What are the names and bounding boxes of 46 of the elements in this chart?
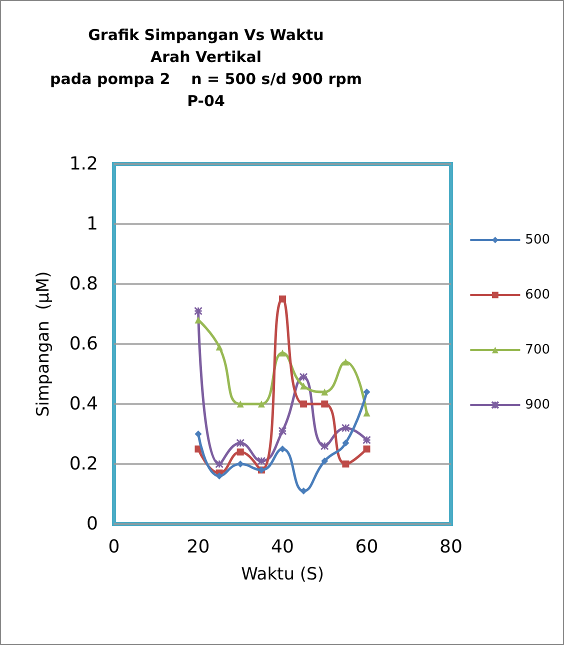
point <box>236 400 244 408</box>
point <box>300 382 308 390</box>
point <box>321 458 328 464</box>
x-tick-label: 20 <box>186 536 210 558</box>
point <box>342 460 350 468</box>
point <box>236 438 245 448</box>
y-axis-title: Simpangan (µM) <box>34 271 54 417</box>
point <box>236 448 244 456</box>
y-tick-label: 1 <box>86 214 98 234</box>
point <box>341 424 350 432</box>
point <box>279 296 286 302</box>
legend-label: 900 <box>525 398 550 412</box>
point <box>300 488 308 494</box>
point <box>258 400 265 408</box>
point <box>363 446 370 452</box>
point <box>279 446 286 452</box>
x-tick-label: 80 <box>440 536 462 558</box>
point <box>279 350 286 356</box>
chart-title: Grafik Simpangan Vs Waktu Arah Vertikal pada pompa 2 n = 500 s/d 900 rpm P-04 <box>50 26 362 110</box>
point <box>215 460 224 468</box>
point <box>216 472 223 480</box>
y-tick-label: 1.2 <box>69 154 98 174</box>
point <box>299 372 308 382</box>
x-tick-label: 0 <box>108 536 120 558</box>
point <box>300 400 308 408</box>
point <box>342 440 350 446</box>
legend-label: 500 <box>525 232 550 248</box>
point <box>216 344 223 350</box>
point <box>194 430 202 438</box>
point <box>257 456 266 466</box>
x-axis-title: Waktu (S) <box>241 564 324 584</box>
y-tick-label: 0.6 <box>69 334 98 354</box>
y-tick-label: 0.8 <box>69 274 98 294</box>
legend-label: 700 <box>525 342 550 358</box>
point <box>320 442 329 450</box>
point <box>321 400 328 408</box>
x-tick-label: 60 <box>355 536 378 558</box>
point <box>278 426 287 436</box>
point <box>342 358 350 366</box>
y-tick-label: 0 <box>86 514 98 534</box>
point <box>363 388 370 396</box>
y-tick-label: 0.2 <box>69 454 98 474</box>
point <box>321 388 328 396</box>
y-tick-label: 0.4 <box>69 394 98 414</box>
x-tick-label: 40 <box>271 536 294 558</box>
legend-label: 600 <box>525 288 550 302</box>
